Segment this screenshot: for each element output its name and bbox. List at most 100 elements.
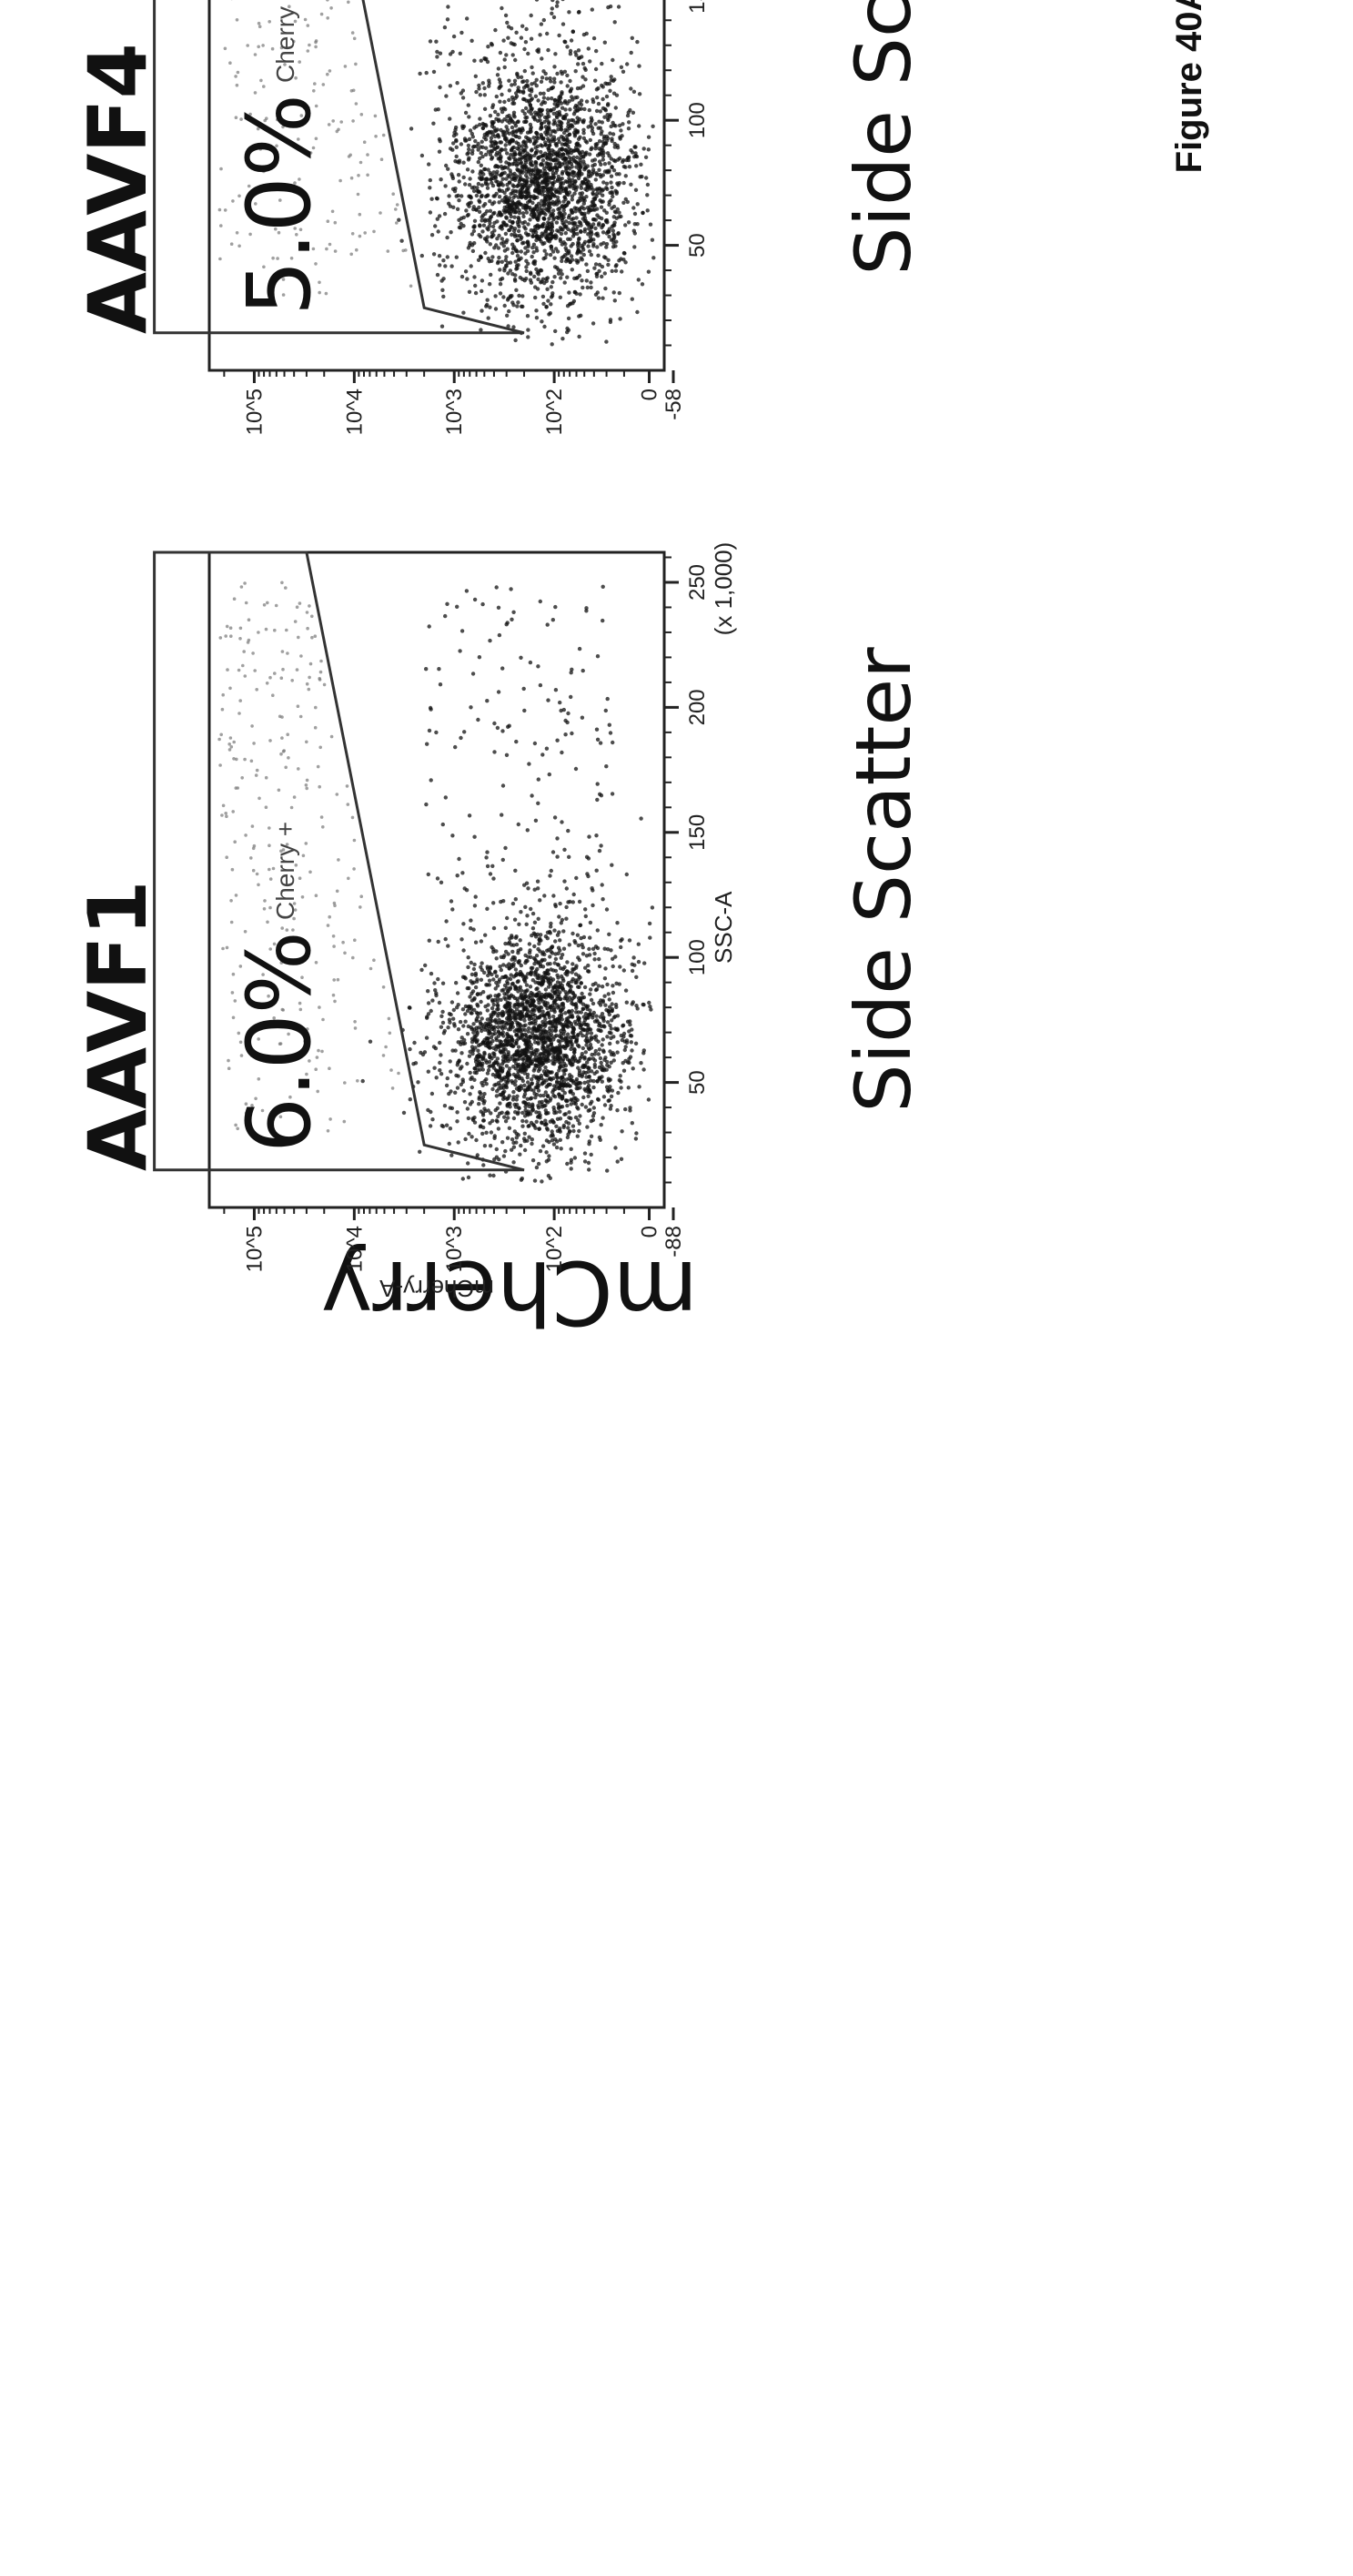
data-point	[438, 254, 441, 258]
data-point	[494, 981, 498, 985]
data-point	[593, 122, 597, 126]
data-point	[522, 709, 526, 712]
data-point	[472, 997, 476, 1001]
data-point	[613, 159, 617, 163]
gated-point	[240, 585, 244, 589]
data-point	[574, 767, 578, 771]
data-point	[587, 1057, 591, 1061]
data-point	[451, 206, 455, 209]
data-point	[441, 258, 445, 262]
data-point	[554, 162, 558, 166]
data-point	[581, 1070, 585, 1074]
data-point	[425, 742, 429, 746]
data-point	[526, 1076, 530, 1079]
data-point	[601, 97, 604, 101]
data-point	[635, 310, 639, 314]
data-point	[597, 168, 601, 172]
data-point	[560, 337, 564, 340]
data-point	[498, 268, 501, 271]
data-point	[511, 1141, 515, 1145]
data-point	[580, 1010, 583, 1014]
data-point	[560, 1088, 564, 1092]
gated-point	[308, 676, 311, 680]
data-point	[573, 179, 577, 183]
data-point	[589, 120, 592, 124]
data-point	[605, 907, 609, 911]
data-point	[548, 874, 551, 877]
data-point	[548, 206, 551, 209]
data-point	[622, 251, 626, 255]
data-point	[570, 1147, 573, 1151]
data-point	[584, 262, 588, 266]
data-point	[583, 985, 587, 989]
data-point	[529, 139, 532, 143]
data-point	[544, 72, 548, 76]
data-point	[428, 624, 431, 628]
data-point	[427, 873, 430, 876]
data-point	[516, 254, 520, 258]
data-point	[616, 1014, 620, 1017]
data-point	[546, 96, 550, 100]
data-point	[446, 1076, 449, 1080]
data-point	[533, 742, 537, 745]
data-point	[553, 1035, 557, 1038]
data-point	[520, 294, 524, 298]
gated-point	[343, 952, 347, 955]
data-point	[525, 269, 529, 273]
data-point	[574, 1116, 578, 1119]
data-point	[582, 995, 586, 999]
gated-point	[263, 899, 267, 903]
data-point	[587, 1142, 591, 1146]
data-point	[566, 1033, 570, 1036]
data-point	[481, 81, 485, 85]
data-point	[504, 223, 508, 227]
data-point	[503, 846, 507, 850]
data-point	[499, 900, 502, 904]
data-point	[562, 965, 566, 969]
data-point	[617, 210, 621, 214]
data-point	[500, 93, 503, 96]
gated-point	[306, 682, 309, 686]
data-point	[473, 219, 477, 223]
data-point	[505, 1016, 509, 1020]
data-point	[578, 900, 581, 904]
data-point	[517, 1106, 520, 1110]
data-point	[499, 291, 502, 295]
data-point	[610, 186, 613, 189]
data-point	[526, 1087, 530, 1091]
gated-point	[314, 634, 318, 638]
data-point	[483, 202, 487, 206]
data-point	[523, 1148, 527, 1152]
data-point	[620, 1129, 623, 1133]
data-point	[591, 207, 595, 211]
gated-point	[232, 757, 236, 761]
data-point	[525, 1049, 529, 1053]
data-point	[436, 273, 439, 277]
data-point	[480, 1132, 484, 1136]
data-point	[579, 314, 582, 318]
gated-point	[310, 636, 314, 640]
data-point	[495, 585, 499, 589]
data-point	[581, 159, 585, 163]
data-point	[553, 605, 557, 609]
data-point	[438, 1041, 441, 1045]
gated-point	[266, 921, 269, 924]
data-point	[514, 740, 518, 743]
data-point	[530, 66, 533, 69]
data-point	[526, 886, 530, 890]
data-point	[614, 268, 618, 272]
gated-point	[332, 934, 336, 938]
data-point	[586, 1080, 590, 1084]
data-point	[600, 200, 603, 204]
data-point	[564, 167, 568, 170]
data-point	[574, 964, 578, 967]
data-point	[608, 1042, 611, 1046]
data-point	[439, 881, 443, 884]
data-point	[513, 58, 517, 62]
data-point	[594, 945, 598, 948]
data-point	[369, 1040, 372, 1044]
gated-point	[284, 766, 288, 770]
data-point	[595, 1079, 599, 1083]
gated-point	[296, 668, 299, 672]
data-point	[586, 969, 590, 973]
